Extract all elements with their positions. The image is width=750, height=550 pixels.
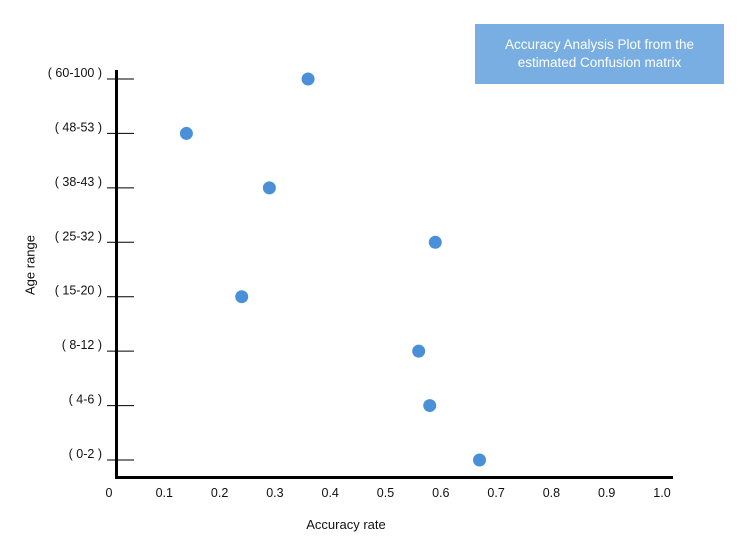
x-tick-label: 0.5 bbox=[377, 486, 394, 500]
data-point bbox=[179, 126, 193, 140]
x-tick-label: 0.4 bbox=[322, 486, 339, 500]
y-tick-label: ( 0-2 ) bbox=[69, 447, 102, 461]
data-point bbox=[428, 235, 442, 249]
data-point bbox=[473, 453, 487, 467]
x-tick-label: 0.2 bbox=[211, 486, 228, 500]
y-tick-label: ( 48-53 ) bbox=[55, 120, 102, 134]
chart-title: Accuracy Analysis Plot from the estimate… bbox=[504, 37, 695, 70]
y-tick-label: ( 8-12 ) bbox=[62, 338, 102, 352]
x-tick-label: 0.6 bbox=[432, 486, 449, 500]
x-tick-label: 0.8 bbox=[543, 486, 560, 500]
data-point bbox=[412, 344, 426, 358]
data-points bbox=[179, 72, 487, 467]
x-tick-label: 0.3 bbox=[266, 486, 283, 500]
x-tick-label: 0 bbox=[106, 486, 113, 500]
data-point bbox=[301, 72, 315, 86]
y-tick-label: ( 15-20 ) bbox=[55, 284, 102, 298]
x-tick-label: 0.7 bbox=[487, 486, 504, 500]
y-tick-label: ( 4-6 ) bbox=[69, 393, 102, 407]
y-tick-label: ( 38-43 ) bbox=[55, 175, 102, 189]
x-axis-label: Accuracy rate bbox=[306, 517, 386, 532]
chart-title-box: Accuracy Analysis Plot from the estimate… bbox=[475, 24, 724, 84]
data-point bbox=[262, 181, 276, 195]
x-tick-label: 0.1 bbox=[156, 486, 173, 500]
y-tick-label: ( 60-100 ) bbox=[48, 66, 102, 80]
y-axis-label: Age range bbox=[22, 235, 38, 295]
x-axis-ticks: 0 0.1 0.2 0.3 0.4 0.5 0.6 0.7 0.8 0.9 1.0 bbox=[106, 486, 671, 500]
y-tick-label: ( 25-32 ) bbox=[55, 229, 102, 243]
data-point bbox=[235, 290, 249, 304]
x-tick-label: 1.0 bbox=[653, 486, 670, 500]
data-point bbox=[423, 399, 437, 413]
y-axis-ticks: ( 60-100 ) ( 48-53 ) ( 38-43 ) ( 25-32 ) ( 1… bbox=[48, 66, 134, 461]
x-tick-label: 0.9 bbox=[598, 486, 615, 500]
